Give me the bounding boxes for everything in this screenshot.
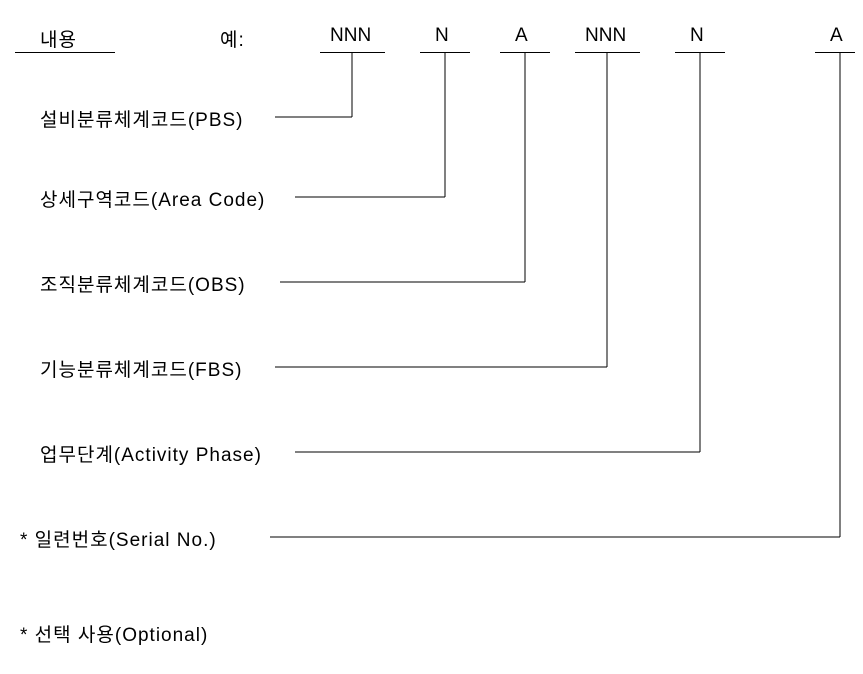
code-header-5: A — [830, 25, 843, 47]
code-header-3: NNN — [585, 25, 626, 47]
row-label-6: * 선택 사용(Optional) — [20, 620, 208, 647]
connector-lines — [0, 0, 863, 674]
row-label-4: 업무단계(Activity Phase) — [40, 440, 262, 467]
row-label-5: * 일련번호(Serial No.) — [20, 525, 217, 552]
code-underline-2 — [500, 52, 550, 53]
content-header-label: 내용 — [40, 25, 77, 52]
row-label-3: 기능분류체계코드(FBS) — [40, 355, 242, 382]
code-underline-1 — [420, 52, 470, 53]
code-underline-3 — [575, 52, 640, 53]
code-header-4: N — [690, 25, 704, 47]
content-underline — [15, 52, 115, 53]
code-underline-0 — [320, 52, 385, 53]
code-header-2: A — [515, 25, 528, 47]
row-label-2: 조직분류체계코드(OBS) — [40, 270, 246, 297]
example-header-label: 예: — [220, 25, 245, 52]
code-underline-5 — [815, 52, 855, 53]
row-label-1: 상세구역코드(Area Code) — [40, 185, 265, 212]
code-header-0: NNN — [330, 25, 371, 47]
code-header-1: N — [435, 25, 449, 47]
row-label-0: 설비분류체계코드(PBS) — [40, 105, 244, 132]
code-underline-4 — [675, 52, 725, 53]
